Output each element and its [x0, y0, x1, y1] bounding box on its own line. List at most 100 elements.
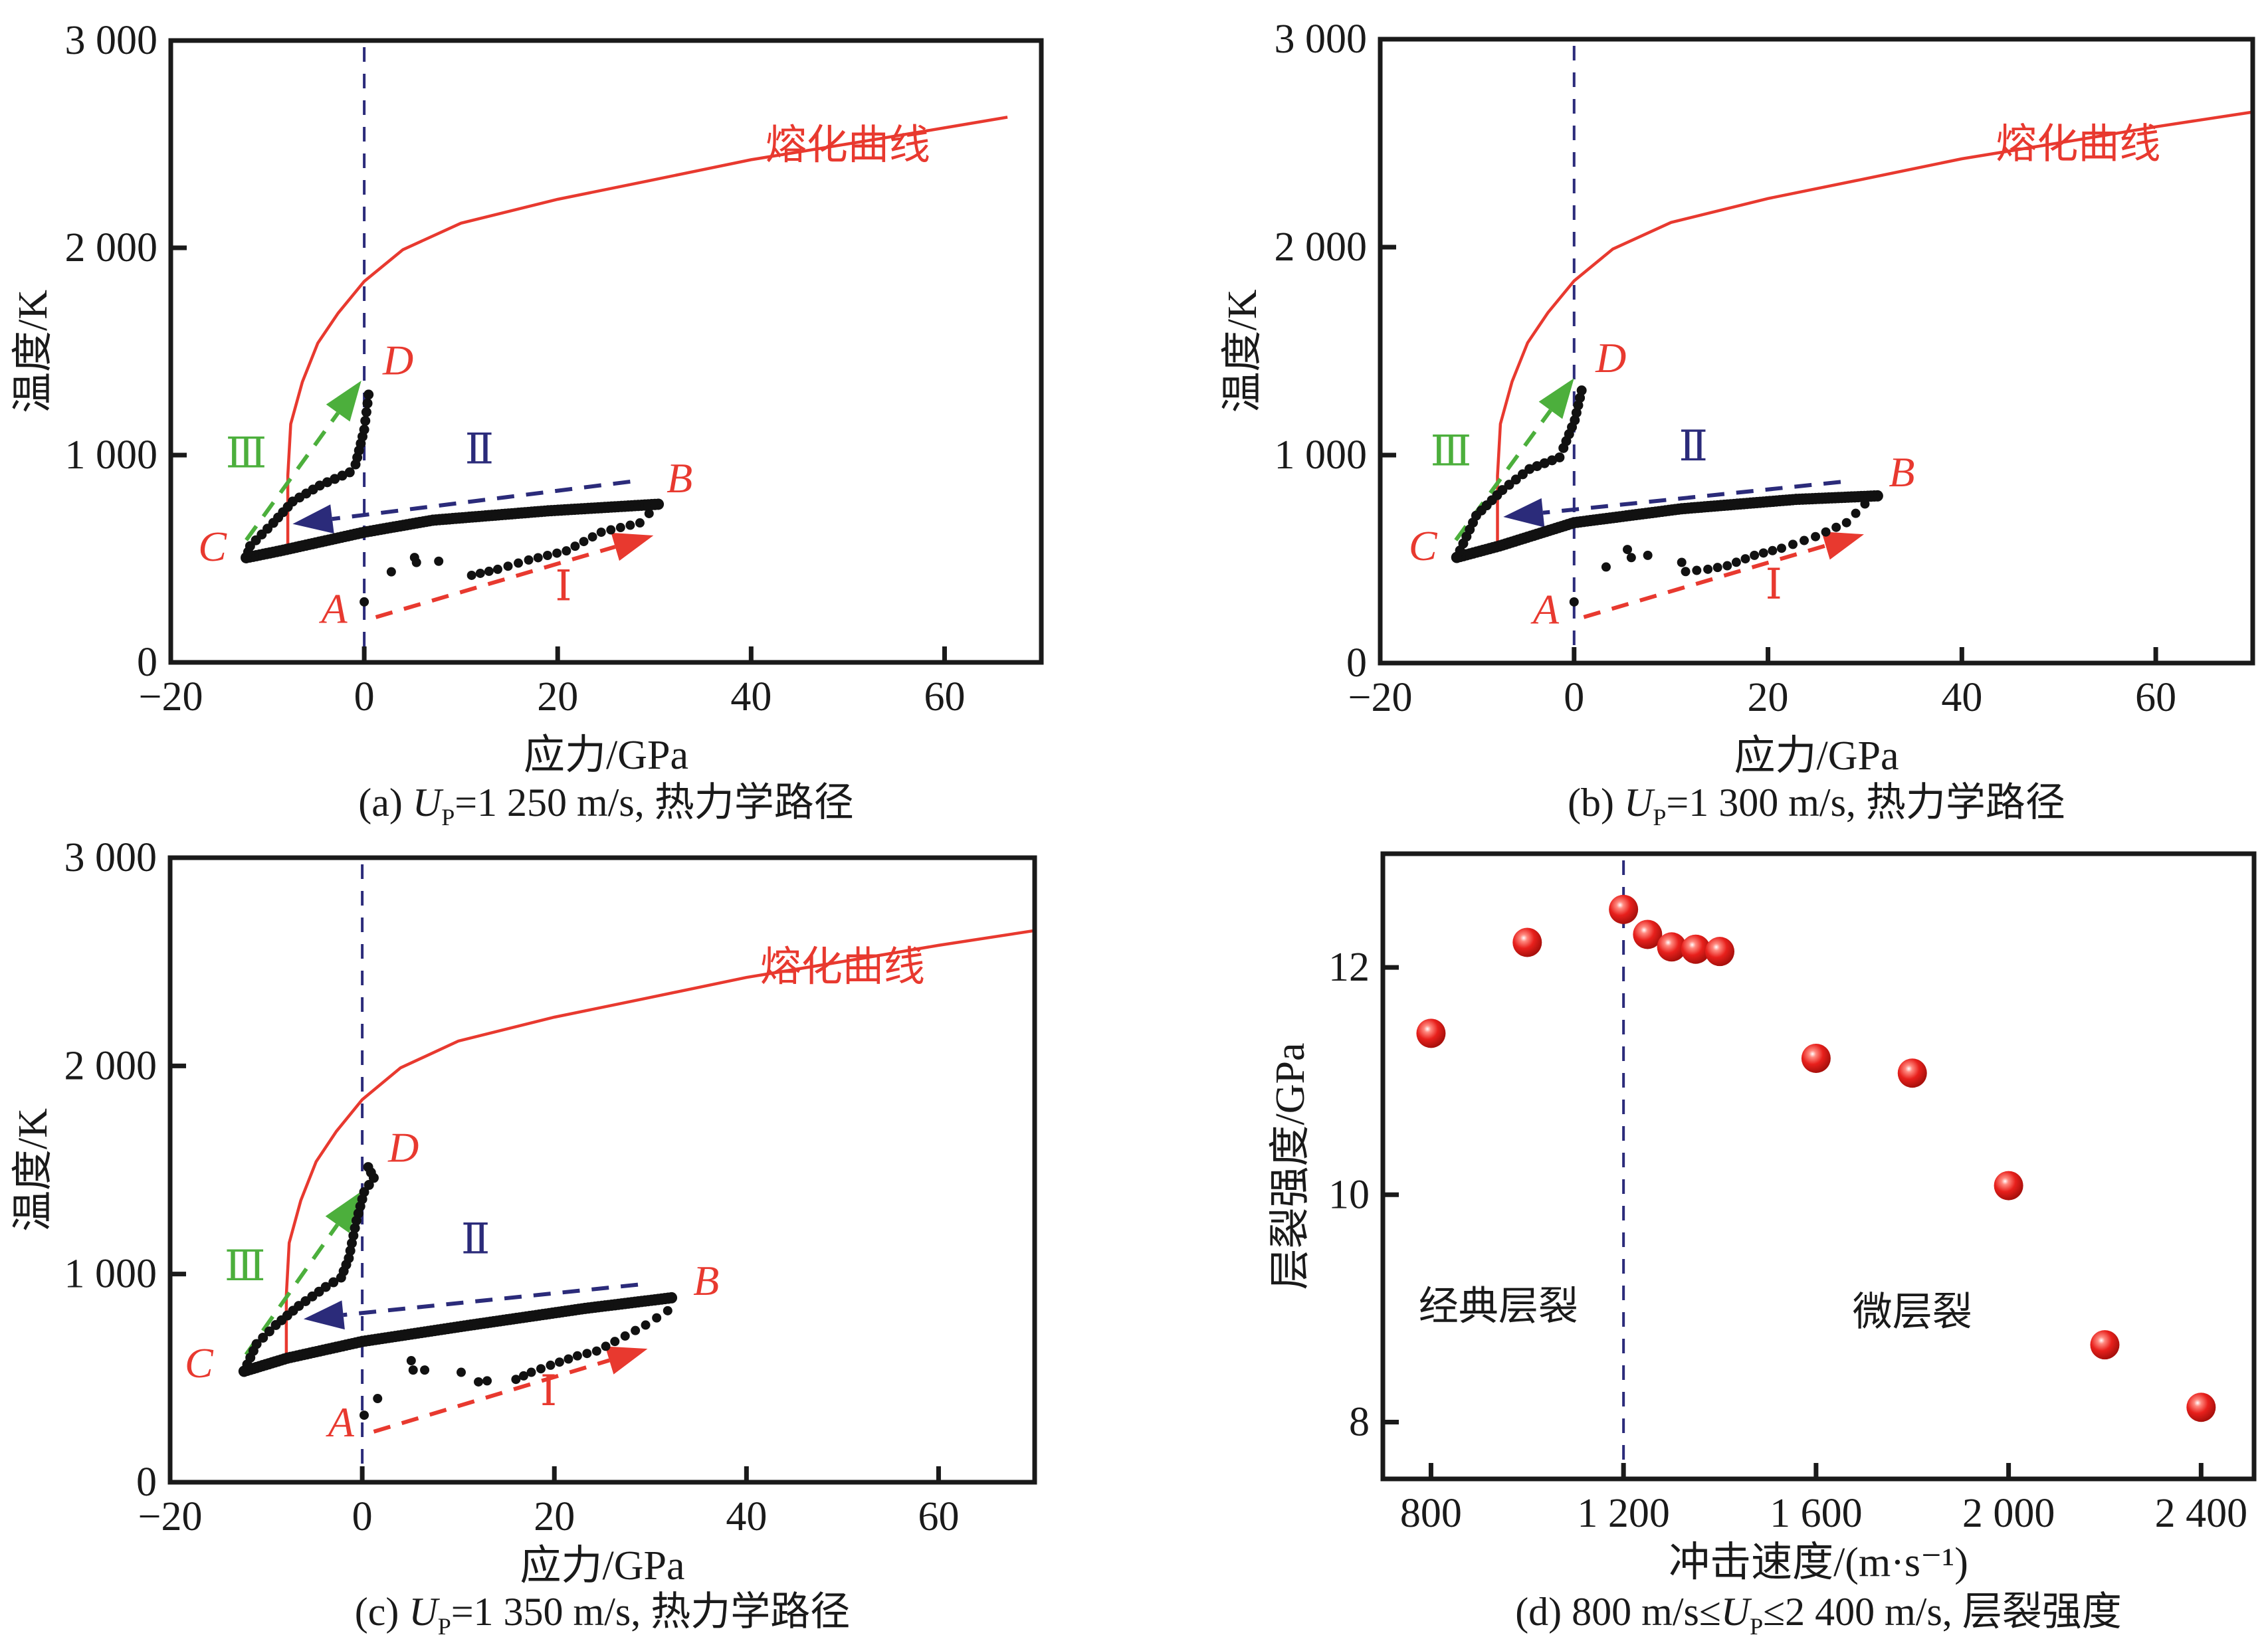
- reloading-path-dot: [1570, 415, 1580, 425]
- x-tick-label: −20: [1348, 675, 1413, 720]
- x-tick-label: 0: [352, 1494, 373, 1539]
- loading-path-dot: [1851, 508, 1861, 518]
- reloading-path-dot: [314, 480, 325, 491]
- stage-i-arrow-line: [375, 545, 616, 619]
- loading-path-dot: [1731, 557, 1741, 567]
- y-tick-label: 2 000: [65, 225, 158, 270]
- data-point: [2186, 1393, 2216, 1422]
- caption-suffix: =1 250 m/s, 热力学路径: [455, 781, 854, 824]
- loading-path-dot: [641, 1320, 651, 1330]
- x-tick-label: 20: [537, 674, 578, 720]
- path-scatter-dot: [386, 567, 396, 577]
- reloading-path-dot: [350, 1222, 360, 1233]
- panel-a-frame: [168, 38, 1044, 665]
- stage-iii-arrow-line: [1454, 409, 1552, 541]
- path-scatter-dot: [408, 1365, 418, 1375]
- caption-prefix: (c): [355, 1590, 409, 1634]
- point-label-b: B: [1889, 448, 1914, 496]
- caption-sub: P: [1750, 1613, 1763, 1640]
- stage-ii-arrow-line: [332, 479, 631, 522]
- loading-path-dot: [518, 1371, 528, 1381]
- loading-path-dot: [475, 568, 485, 578]
- melting-curve: [1496, 110, 2253, 545]
- loading-path-dot: [620, 1331, 630, 1341]
- reloading-path-dot: [1547, 455, 1558, 466]
- x-tick-label: −20: [138, 1494, 203, 1539]
- loading-path-dot: [536, 1364, 546, 1374]
- panel-b-data: 熔化曲线 A B C D Ⅰ Ⅱ Ⅲ: [1409, 46, 2253, 656]
- loading-path-dot: [596, 528, 606, 537]
- loading-path-dot: [587, 532, 597, 542]
- point-label-a: A: [326, 1399, 355, 1446]
- region-label: 微层裂: [1853, 1290, 1972, 1334]
- loading-path-dot: [1800, 535, 1809, 545]
- stage-label: Ⅱ: [465, 425, 494, 472]
- reloading-path-dot: [344, 467, 355, 478]
- y-tick-label: 3 000: [64, 835, 157, 880]
- data-point: [1705, 937, 1735, 967]
- loading-path-dot: [635, 518, 645, 528]
- point-label-b: B: [693, 1257, 719, 1304]
- path-scatter-dot: [474, 1377, 484, 1387]
- caption-prefix: (d) 800 m/s≤: [1515, 1590, 1721, 1634]
- x-tick-label: 1 200: [1577, 1491, 1670, 1536]
- reloading-path-dot: [1539, 458, 1550, 468]
- reloading-path-dot: [1524, 464, 1535, 474]
- panel-a-xlabel: 应力/GPa: [524, 733, 688, 778]
- loading-path-dot: [579, 537, 589, 547]
- path-scatter-dot: [434, 556, 444, 566]
- data-point: [1897, 1058, 1927, 1088]
- caption-suffix: =1 350 m/s, 热力学路径: [451, 1590, 851, 1634]
- caption-var: U: [1624, 781, 1655, 824]
- point-label-d: D: [387, 1123, 419, 1171]
- reloading-path-dot: [348, 1230, 359, 1241]
- loading-path-dot: [511, 1375, 521, 1385]
- caption-prefix: (b): [1568, 781, 1624, 824]
- panel-d-xlabel: 冲击速度/(m·s⁻¹): [1669, 1540, 1968, 1585]
- reloading-path-dot: [1517, 469, 1528, 480]
- stage-label: Ⅱ: [1679, 423, 1708, 470]
- path-scatter-dot: [457, 1367, 466, 1377]
- melting-curve: [284, 929, 1035, 1364]
- panel-d: 经典层裂 微层裂 800 1 200 1 600 2 000 2 400 8 10 12 冲击速…: [1268, 851, 2257, 1640]
- reloading-path-dot: [345, 1246, 356, 1256]
- x-tick-label: 60: [918, 1494, 959, 1539]
- x-tick-label: 800: [1400, 1491, 1462, 1536]
- loading-path-dot: [572, 1351, 582, 1361]
- caption-var: U: [1721, 1590, 1752, 1634]
- loading-path-dot: [552, 548, 562, 558]
- loading-path-dot: [1750, 550, 1760, 560]
- loading-path-dot: [582, 1349, 592, 1359]
- x-tick-label: 0: [354, 674, 375, 720]
- path-scatter-dot: [482, 1376, 492, 1386]
- panel-d-data: 经典层裂 微层裂: [1416, 860, 2216, 1472]
- stage-i-arrowhead: [605, 1346, 648, 1375]
- data-point: [1681, 934, 1710, 964]
- loading-path-dot: [1703, 564, 1713, 574]
- y-tick-label: 0: [136, 1460, 157, 1505]
- caption-suffix: ≤2 400 m/s, 层裂强度: [1763, 1590, 2122, 1634]
- panel-a-caption: (a) UP=1 250 m/s, 热力学路径: [358, 781, 854, 830]
- point-label-d: D: [1595, 334, 1626, 381]
- loading-path-dot: [1776, 543, 1786, 553]
- loading-path-dot: [663, 1306, 672, 1315]
- stage-label: Ⅱ: [461, 1215, 490, 1262]
- path-point-a: [360, 597, 369, 607]
- reloading-path-dot: [1504, 480, 1514, 490]
- panel-c-frame: [167, 855, 1037, 1485]
- panel-d-ylabel: 层裂强度/GPa: [1268, 1042, 1313, 1290]
- loading-path-dot: [484, 566, 494, 576]
- caption-var: U: [409, 1590, 440, 1634]
- loading-path-dot: [492, 564, 502, 574]
- stage-ii-arrowhead: [303, 1300, 345, 1330]
- loading-path-dot: [1712, 563, 1722, 573]
- caption-var: U: [413, 781, 444, 824]
- stage-label: Ⅲ: [226, 430, 267, 477]
- x-tick-label: 2 400: [2155, 1491, 2248, 1536]
- data-point: [1801, 1043, 1831, 1073]
- reloading-path-dot: [1554, 452, 1565, 462]
- path-point-a: [1569, 597, 1579, 607]
- y-tick-label: 3 000: [65, 18, 158, 63]
